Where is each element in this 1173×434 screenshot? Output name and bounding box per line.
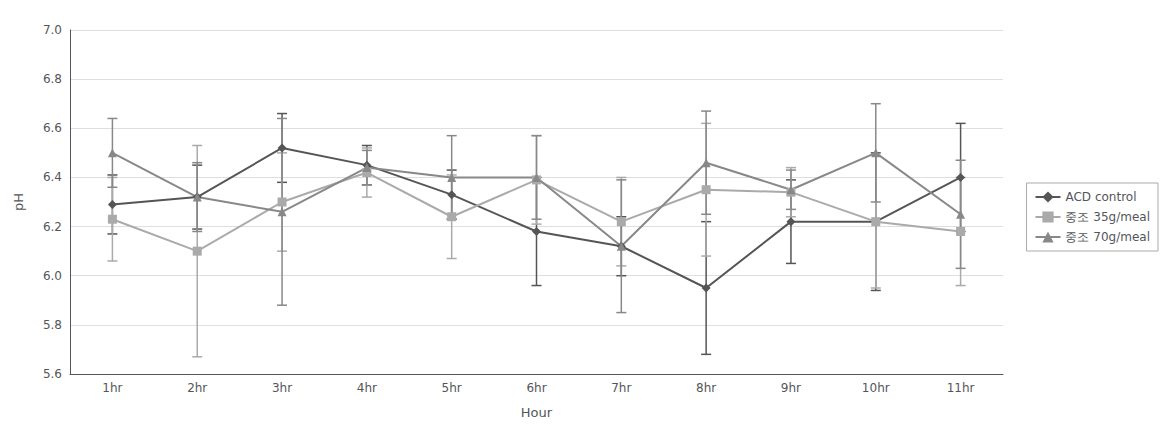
svg-text:Hour: Hour xyxy=(521,405,553,420)
svg-text:10hr: 10hr xyxy=(862,381,890,395)
svg-text:8hr: 8hr xyxy=(696,381,716,395)
svg-text:5hr: 5hr xyxy=(442,381,462,395)
svg-text:7hr: 7hr xyxy=(611,381,631,395)
svg-text:5.6: 5.6 xyxy=(43,367,62,381)
svg-text:9hr: 9hr xyxy=(781,381,801,395)
svg-text:3hr: 3hr xyxy=(272,381,292,395)
svg-text:5.8: 5.8 xyxy=(43,318,62,332)
svg-text:6.8: 6.8 xyxy=(43,72,62,86)
svg-text:6.2: 6.2 xyxy=(43,220,62,234)
svg-text:ACD control: ACD control xyxy=(1065,190,1136,204)
svg-text:2hr: 2hr xyxy=(187,381,207,395)
svg-text:1hr: 1hr xyxy=(102,381,122,395)
svg-text:4hr: 4hr xyxy=(357,381,377,395)
svg-text:pH: pH xyxy=(11,193,26,211)
svg-text:11hr: 11hr xyxy=(947,381,975,395)
svg-text:6hr: 6hr xyxy=(526,381,546,395)
svg-text:6.0: 6.0 xyxy=(43,269,62,283)
svg-text:6.6: 6.6 xyxy=(43,121,62,135)
svg-text:중조 70g/meal: 중조 70g/meal xyxy=(1065,230,1150,244)
svg-text:6.4: 6.4 xyxy=(43,170,62,184)
svg-text:중조 35g/meal: 중조 35g/meal xyxy=(1065,210,1150,224)
svg-text:7.0: 7.0 xyxy=(43,23,62,37)
